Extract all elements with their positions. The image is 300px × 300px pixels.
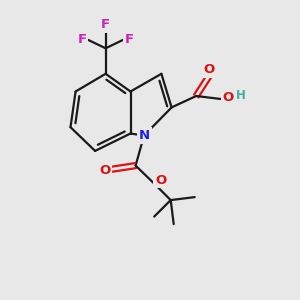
- Text: F: F: [101, 18, 110, 31]
- Text: F: F: [78, 33, 87, 46]
- Text: O: O: [223, 91, 234, 104]
- Text: H: H: [236, 89, 246, 102]
- Text: O: O: [155, 173, 166, 187]
- Text: F: F: [124, 33, 134, 46]
- Text: O: O: [203, 63, 214, 76]
- Text: N: N: [139, 129, 150, 142]
- Text: O: O: [99, 164, 110, 177]
